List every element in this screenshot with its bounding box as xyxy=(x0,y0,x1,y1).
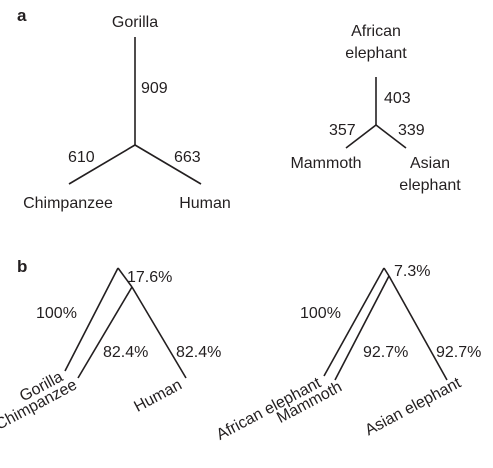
support-asian-elephant: 92.7% xyxy=(436,344,481,361)
elephant-rooted-tree: 7.3% 100% 92.7% 92.7% African elephant M… xyxy=(214,263,482,444)
branch-length-gorilla: 909 xyxy=(141,80,168,97)
primate-unrooted-tree: Gorilla Chimpanzee Human 909 610 663 xyxy=(23,14,231,212)
support-african-elephant: 100% xyxy=(300,305,341,322)
edge-gorilla-root xyxy=(64,267,119,372)
taxon-mammoth: Mammoth xyxy=(290,155,361,172)
panel-b-label: b xyxy=(17,257,27,276)
branch-length-human: 663 xyxy=(174,149,201,166)
taxon-human-rooted: Human xyxy=(131,377,185,416)
edge-chimpanzee xyxy=(77,286,133,379)
edge-root-ch-node xyxy=(117,267,133,288)
support-root-primates: 17.6% xyxy=(127,269,172,286)
taxon-african-elephant-line2: elephant xyxy=(345,45,407,62)
taxon-african-elephant-line1: African xyxy=(351,23,401,40)
support-gorilla: 100% xyxy=(36,305,77,322)
edge-human xyxy=(131,286,187,379)
edge-asian-elephant xyxy=(375,124,407,149)
branch-length-asian-elephant: 339 xyxy=(398,122,425,139)
support-mammoth-asian-clade: 92.7% xyxy=(363,344,408,361)
edge-mammoth xyxy=(345,124,377,149)
edge-african-elephant-root xyxy=(323,267,385,377)
taxon-asian-elephant-line1: Asian xyxy=(410,155,450,172)
branch-length-mammoth: 357 xyxy=(329,122,356,139)
edge-chimpanzee xyxy=(68,144,136,185)
support-human: 82.4% xyxy=(176,344,221,361)
edge-human xyxy=(134,144,202,185)
branch-length-chimpanzee: 610 xyxy=(68,149,95,166)
support-root-elephants: 7.3% xyxy=(394,263,430,280)
taxon-gorilla: Gorilla xyxy=(112,14,158,31)
branch-length-african-elephant: 403 xyxy=(384,90,411,107)
taxon-asian-elephant-line2: elephant xyxy=(399,177,461,194)
elephant-unrooted-tree: African elephant Mammoth Asian elephant … xyxy=(290,23,461,194)
edge-asian-elephant xyxy=(388,275,448,381)
taxon-human: Human xyxy=(179,195,231,212)
taxon-chimpanzee: Chimpanzee xyxy=(23,195,113,212)
taxon-asian-elephant-rooted: Asian elephant xyxy=(362,374,464,439)
primate-rooted-tree: 17.6% 100% 82.4% 82.4% Gorilla Chimpanze… xyxy=(0,267,221,434)
edge-mammoth xyxy=(334,275,390,381)
panel-a-label: a xyxy=(17,6,27,25)
edge-root-ma-node xyxy=(383,267,390,277)
support-chimp-human-clade: 82.4% xyxy=(103,344,148,361)
